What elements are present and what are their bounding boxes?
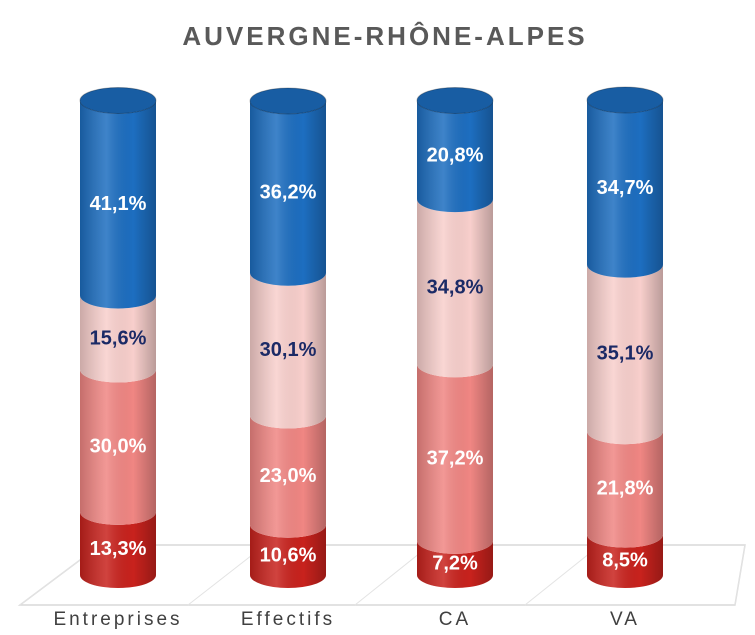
cylinder-top xyxy=(79,86,157,114)
segment-shading xyxy=(417,199,493,378)
cylinder-top xyxy=(416,86,494,114)
value-label: 37,2% xyxy=(427,447,484,469)
cylinder-top-shade xyxy=(417,87,493,114)
value-label: 30,1% xyxy=(260,339,317,361)
value-label: 13,3% xyxy=(90,538,147,560)
segment-shading xyxy=(417,540,493,588)
segment-shading xyxy=(80,100,156,309)
segment-shading xyxy=(417,100,493,213)
segment-shading xyxy=(250,100,326,286)
segment-shading xyxy=(250,272,326,429)
segment-shading xyxy=(80,295,156,383)
value-label: 30,0% xyxy=(90,435,147,457)
value-label: 41,1% xyxy=(90,193,147,215)
x-tick-label: CA xyxy=(439,609,471,630)
segment-shading xyxy=(587,534,663,588)
cylinder-top-shade xyxy=(80,87,156,114)
cylinder-top xyxy=(586,86,664,114)
value-label: 8,5% xyxy=(602,550,648,572)
value-label: 7,2% xyxy=(432,553,478,575)
cylinder-top-shade xyxy=(587,87,663,113)
segment-shading xyxy=(417,364,493,554)
value-label: 35,1% xyxy=(597,343,654,365)
cylinder-top-shade xyxy=(250,87,326,114)
x-tick-label: Entreprises xyxy=(53,609,182,630)
segment-shading xyxy=(80,369,156,525)
value-label: 36,2% xyxy=(260,182,317,204)
x-tick-label: Effectifs xyxy=(241,609,335,630)
segment-shading xyxy=(250,415,326,538)
segment-shading xyxy=(250,524,326,588)
cylinder-top xyxy=(249,87,327,115)
floor-lines xyxy=(19,544,746,606)
x-tick-label: VA xyxy=(610,609,640,630)
value-label: 34,7% xyxy=(597,177,654,199)
value-label: 20,8% xyxy=(427,145,484,167)
value-label: 15,6% xyxy=(90,327,147,349)
value-label: 21,8% xyxy=(597,478,654,500)
segment-shading xyxy=(587,431,663,548)
chart-title: AUVERGNE-RHÔNE-ALPES xyxy=(182,21,587,51)
value-label: 10,6% xyxy=(260,545,317,567)
segment-shading xyxy=(587,264,663,445)
segment-shading xyxy=(587,100,663,278)
value-label: 23,0% xyxy=(260,465,317,487)
segment-shading xyxy=(80,511,156,588)
value-label: 34,8% xyxy=(427,277,484,299)
